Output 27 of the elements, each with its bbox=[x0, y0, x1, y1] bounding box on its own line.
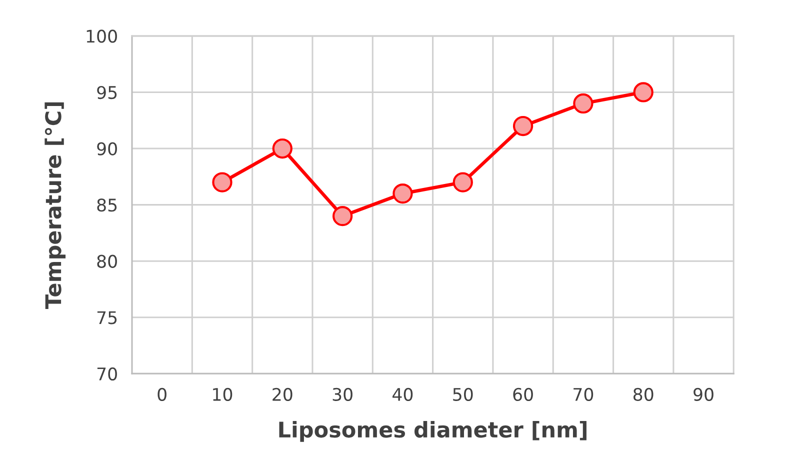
point bbox=[512, 116, 534, 136]
point bbox=[452, 172, 473, 192]
y-tick-label: 90 bbox=[97, 142, 117, 156]
y-tick-label: 95 bbox=[97, 86, 117, 100]
y-tick-label: 80 bbox=[97, 254, 117, 268]
x-tick-label: 90 bbox=[694, 388, 714, 401]
point bbox=[212, 172, 232, 192]
y-tick-label: 70 bbox=[97, 367, 117, 381]
x-tick-label: 10 bbox=[213, 388, 232, 401]
point bbox=[633, 82, 654, 102]
point bbox=[392, 183, 413, 204]
x-tick-label: 50 bbox=[453, 388, 473, 401]
x-tick-label: 40 bbox=[392, 388, 413, 401]
x-tick-label: 30 bbox=[332, 388, 352, 401]
y-tick-label: 100 bbox=[86, 30, 117, 43]
x-tick-label: 80 bbox=[633, 388, 654, 401]
y-tick-label: 85 bbox=[97, 198, 117, 212]
x-tick-label: 70 bbox=[574, 388, 594, 401]
x-tick-label: 60 bbox=[513, 388, 533, 401]
point bbox=[573, 93, 594, 114]
x-tick-label: 0 bbox=[158, 388, 166, 401]
y-axis-title: Temperature [°C] bbox=[44, 102, 66, 309]
y-tick-label: 75 bbox=[97, 311, 117, 324]
point bbox=[332, 206, 353, 226]
point bbox=[272, 138, 292, 159]
x-axis-title: Liposomes diameter [nm] bbox=[279, 421, 586, 442]
x-tick-label: 20 bbox=[272, 388, 292, 401]
